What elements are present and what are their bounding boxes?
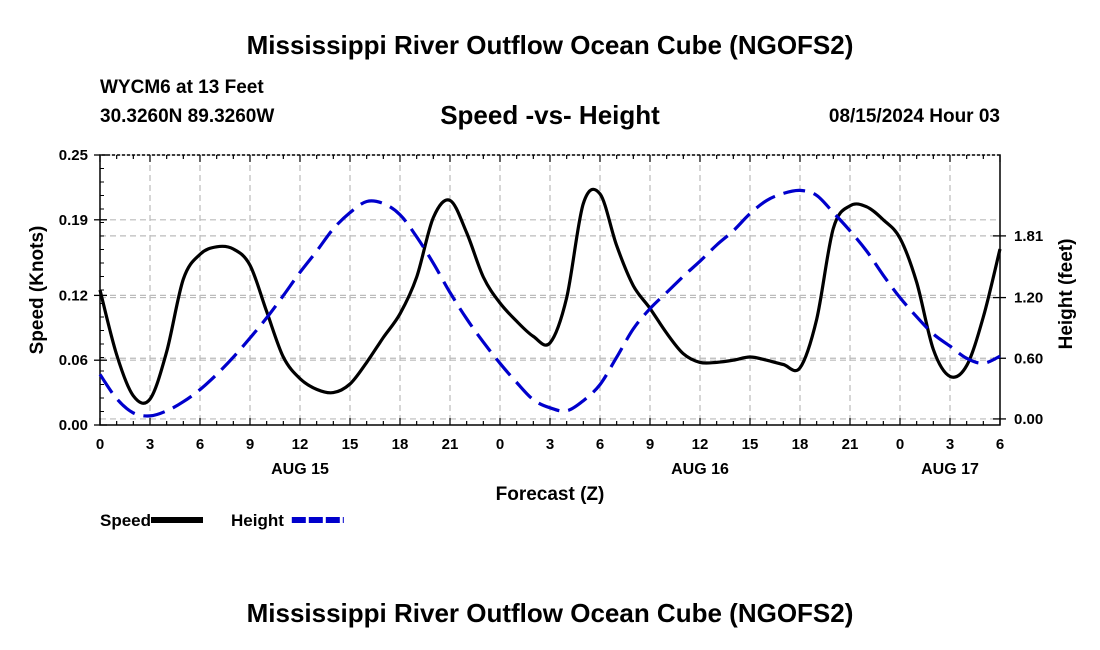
x-tick-label: 6 — [596, 436, 604, 453]
x-tick-label: 12 — [292, 436, 309, 453]
x-tick-label: 15 — [342, 436, 359, 453]
x-tick-label: 3 — [146, 436, 154, 453]
y-tick-label-right: 1.20 — [1014, 290, 1043, 307]
x-tick-label: 3 — [946, 436, 954, 453]
y-tick-label-left: 0.06 — [59, 352, 88, 369]
forecast-run-time: 08/15/2024 Hour 03 — [828, 106, 1000, 127]
legend-label-speed: Speed — [100, 511, 151, 530]
footer-title: Mississippi River Outflow Ocean Cube (NG… — [246, 598, 854, 628]
x-date-label: AUG 17 — [921, 461, 979, 478]
series-line-speed — [98, 187, 1002, 405]
station-coordinates: 30.3260N 89.3260W — [100, 106, 275, 127]
y-tick-label-right: 0.00 — [1014, 411, 1043, 428]
x-tick-label: 0 — [496, 436, 504, 453]
x-tick-label: 6 — [196, 436, 204, 453]
x-tick-label: 12 — [692, 436, 709, 453]
x-tick-label: 0 — [896, 436, 904, 453]
x-tick-label: 6 — [996, 436, 1004, 453]
x-tick-label: 0 — [96, 436, 104, 453]
y-axis-title-right: Height (feet) — [1056, 239, 1077, 350]
y-tick-label-left: 0.25 — [59, 147, 88, 164]
y-axis-title-left: Speed (Knots) — [27, 226, 48, 355]
x-tick-label: 18 — [392, 436, 409, 453]
chart-title: Mississippi River Outflow Ocean Cube (NG… — [246, 30, 854, 60]
y-tick-label-left: 0.00 — [59, 417, 88, 434]
chart-subtitle: Speed -vs- Height — [440, 100, 660, 130]
x-tick-label: 9 — [646, 436, 654, 453]
y-tick-label-right: 1.81 — [1014, 228, 1043, 245]
station-label: WYCM6 at 13 Feet — [100, 77, 264, 98]
x-tick-label: 18 — [792, 436, 809, 453]
x-date-label: AUG 16 — [671, 461, 729, 478]
x-tick-label: 21 — [442, 436, 459, 453]
x-tick-label: 21 — [842, 436, 859, 453]
series-line-height — [98, 188, 1001, 418]
x-tick-label: 15 — [742, 436, 759, 453]
x-tick-label: 9 — [246, 436, 254, 453]
x-axis-title: Forecast (Z) — [496, 484, 605, 505]
y-tick-label-left: 0.19 — [59, 212, 88, 229]
y-tick-label-right: 0.60 — [1014, 350, 1043, 367]
x-date-label: AUG 15 — [271, 461, 329, 478]
y-tick-label-left: 0.12 — [59, 287, 88, 304]
legend-label-height: Height — [231, 511, 284, 530]
x-tick-label: 3 — [546, 436, 554, 453]
